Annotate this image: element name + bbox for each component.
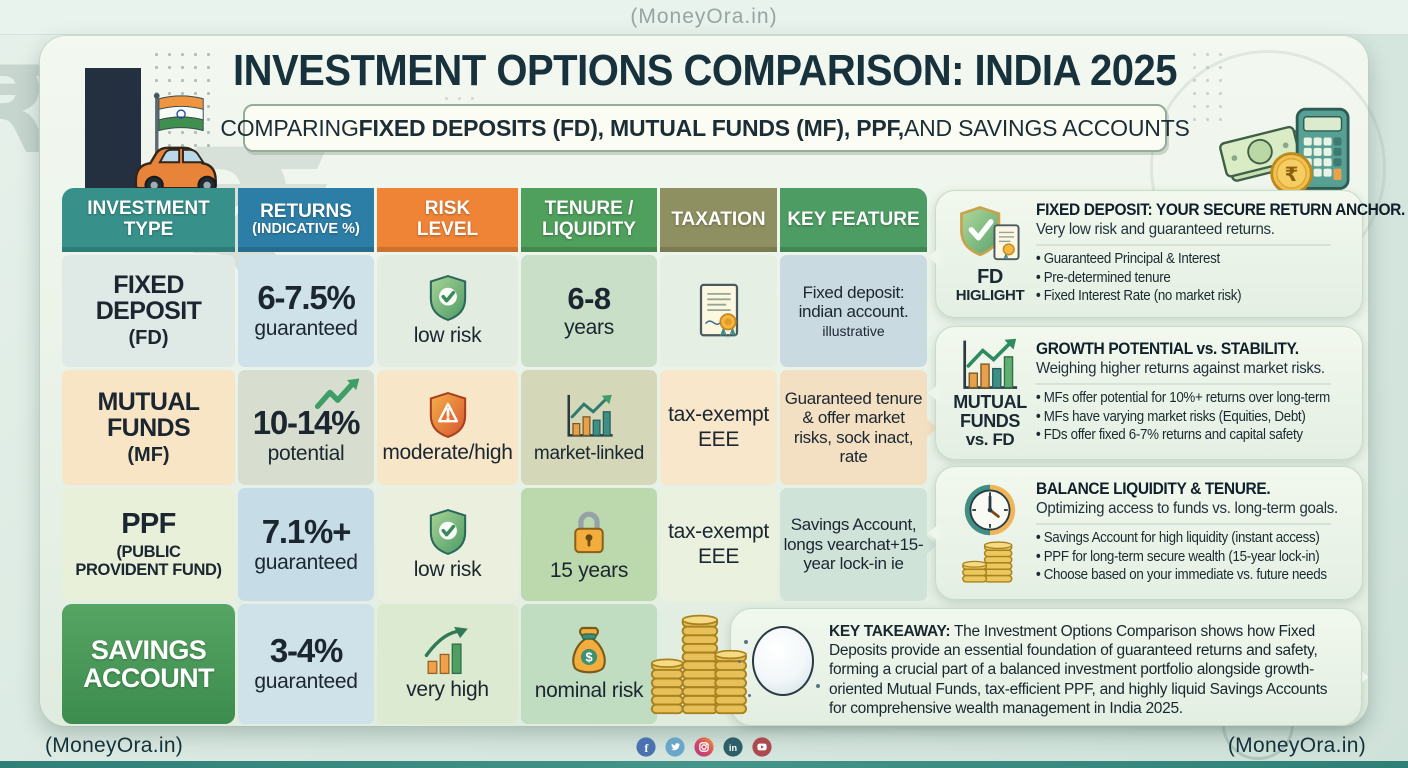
twitter-icon[interactable] bbox=[665, 737, 685, 757]
cash-calculator-illustration: ₹ bbox=[1219, 107, 1350, 195]
panel-bullets: Savings Account for high liquidity (inst… bbox=[1036, 530, 1350, 583]
fd-tenure-cell: 6-8 years bbox=[521, 255, 657, 367]
brand-bottom-left: (MoneyOra.in) bbox=[45, 734, 184, 757]
egg-speckle bbox=[748, 694, 751, 697]
panel-badge-higlight: HIGLIGHT bbox=[955, 286, 1025, 304]
key-takeaway-panel: KEY TAKEAWAY: The Investment Options Com… bbox=[730, 608, 1362, 726]
header-returns: RETURNS (INDICATIVE %) bbox=[238, 188, 374, 252]
panel-mf-vs-fd: MUTUAL FUNDS vs. FD GROWTH POTENTIAL vs.… bbox=[928, 326, 1363, 460]
savings-tenure-cell: $ nominal risk bbox=[521, 604, 657, 724]
table-row-mutual-funds: MUTUAL FUNDS (MF) 10-14% potential bbox=[62, 370, 937, 485]
subtitle-bold: FIXED DEPOSITS (FD), MUTUAL FUNDS (MF), … bbox=[358, 114, 905, 141]
linkedin-icon[interactable]: in bbox=[723, 737, 743, 757]
panel-bullets: Guaranteed Principal & Interest Pre-dete… bbox=[1036, 251, 1350, 304]
table-row-ppf: PPF (PUBLIC PROVIDENT FUND) 7.1%+ guaran… bbox=[62, 488, 937, 601]
fd-risk-cell: low risk bbox=[377, 255, 518, 367]
fd-taxation-cell bbox=[660, 255, 777, 367]
mf-risk-cell: moderate/high bbox=[377, 370, 518, 485]
table-row-fixed-deposit: FIXED DEPOSIT (FD) 6-7.5% guaranteed low… bbox=[62, 255, 930, 367]
panel-badge-funds: FUNDS bbox=[960, 411, 1020, 432]
subtitle-prefix: COMPARING bbox=[220, 114, 359, 141]
padlock-icon bbox=[574, 511, 604, 553]
facebook-icon[interactable]: f bbox=[636, 737, 656, 757]
market-chart-icon bbox=[567, 394, 613, 437]
panel-badge-fd: FD bbox=[977, 265, 1003, 288]
panel-subtitle: Weighing higher returns against market r… bbox=[1036, 360, 1332, 386]
svg-text:in: in bbox=[729, 743, 738, 753]
header-investment-type: INVESTMENT TYPE bbox=[62, 188, 235, 252]
panel-bullets: MFs offer potential for 10%+ returns ove… bbox=[1036, 390, 1350, 443]
nest-egg-illustration bbox=[752, 626, 814, 696]
top-brand-strip: (MoneyOra.in) bbox=[0, 0, 1408, 35]
panel-fd-highlight: FD HIGLIGHT FIXED DEPOSIT: YOUR SECURE R… bbox=[928, 190, 1405, 318]
india-flag-car-illustration bbox=[134, 92, 217, 194]
speech-tail bbox=[927, 535, 937, 554]
shield-warning-icon bbox=[429, 391, 466, 438]
clock-icon bbox=[964, 484, 1016, 536]
table-header-row: INVESTMENT TYPE RETURNS (INDICATIVE %) R… bbox=[62, 188, 930, 252]
egg-speckle bbox=[738, 660, 741, 663]
panel-badge-mutual: MUTUAL bbox=[953, 392, 1027, 413]
youtube-icon[interactable] bbox=[752, 737, 772, 757]
egg-speckle bbox=[744, 640, 748, 644]
ppf-key-feature-cell: Savings Account, longs vearchat+15-year … bbox=[780, 488, 937, 601]
fd-type-cell: FIXED DEPOSIT (FD) bbox=[62, 255, 235, 367]
brand-bottom-right: (MoneyOra.in) bbox=[1227, 734, 1366, 757]
panel-liquidity-tenure: BALANCE LIQUIDITY & TENURE. Optimizing a… bbox=[928, 466, 1363, 600]
shield-certificate-icon bbox=[960, 205, 1020, 261]
bar-chart-arrow-icon bbox=[963, 338, 1018, 390]
page-subtitle: COMPARING FIXED DEPOSITS (FD), MUTUAL FU… bbox=[220, 104, 1190, 152]
trend-up-icon bbox=[314, 378, 360, 410]
panel-title: GROWTH POTENTIAL vs. STABILITY. bbox=[1036, 340, 1299, 359]
page-title: INVESTMENT OPTIONS COMPARISON: INDIA 202… bbox=[232, 47, 1178, 95]
ppf-risk-cell: low risk bbox=[377, 488, 518, 601]
coins-icon bbox=[962, 541, 1013, 583]
panel-subtitle: Optimizing access to funds vs. long-term… bbox=[1036, 500, 1338, 526]
mf-key-feature-cell: Guaranteed tenure & offer market risks, … bbox=[780, 370, 937, 485]
table-row-savings-account: SAVINGS ACCOUNT 3-4% guaranteed very hig… bbox=[62, 604, 930, 724]
social-icons: f in bbox=[0, 737, 1408, 757]
ppf-returns-cell: 7.1%+ guaranteed bbox=[238, 488, 374, 601]
panel-title: FIXED DEPOSIT: YOUR SECURE RETURN ANCHOR… bbox=[1036, 201, 1405, 220]
dark-accent-block bbox=[85, 68, 141, 190]
savings-type-cell: SAVINGS ACCOUNT bbox=[62, 604, 235, 724]
savings-returns-cell: 3-4% guaranteed bbox=[238, 604, 374, 724]
svg-text:$: $ bbox=[585, 650, 592, 665]
instagram-icon[interactable] bbox=[694, 737, 714, 757]
ppf-taxation-cell: tax-exempt EEE bbox=[660, 488, 777, 601]
mf-returns-cell: 10-14% potential bbox=[238, 370, 374, 485]
header-risk-level: RISK LEVEL bbox=[377, 188, 518, 252]
ppf-tenure-cell: 15 years bbox=[521, 488, 657, 601]
header-key-feature: KEY FEATURE bbox=[780, 188, 927, 252]
fd-key-feature-cell: Fixed deposit: indian account. illustrat… bbox=[780, 255, 927, 367]
subtitle-suffix: AND SAVINGS ACCOUNTS bbox=[904, 114, 1190, 141]
comparison-table: INVESTMENT TYPE RETURNS (INDICATIVE %) R… bbox=[62, 188, 937, 724]
svg-text:₹: ₹ bbox=[1285, 163, 1299, 186]
header-taxation: TAXATION bbox=[660, 188, 777, 252]
bottom-accent-strip bbox=[0, 761, 1408, 768]
egg-speckle bbox=[816, 684, 820, 688]
key-takeaway-label: KEY TAKEAWAY: bbox=[829, 623, 951, 640]
certificate-icon bbox=[699, 283, 738, 339]
mf-tenure-cell: market-linked bbox=[521, 370, 657, 485]
svg-text:f: f bbox=[644, 742, 648, 755]
mf-taxation-cell: tax-exempt EEE bbox=[660, 370, 777, 485]
savings-risk-cell: very high bbox=[377, 604, 518, 724]
shield-check-icon bbox=[429, 508, 466, 555]
panel-subtitle: Very low risk and guaranteed returns. bbox=[1036, 221, 1332, 247]
speech-tail bbox=[927, 418, 937, 437]
ppf-type-cell: PPF (PUBLIC PROVIDENT FUND) bbox=[62, 488, 235, 601]
growth-arrow-icon bbox=[424, 626, 468, 675]
coin-stacks-illustration bbox=[650, 614, 748, 715]
shield-check-icon bbox=[429, 274, 466, 322]
brand-top: (MoneyOra.in) bbox=[630, 5, 778, 28]
mf-type-cell: MUTUAL FUNDS (MF) bbox=[62, 370, 235, 485]
fd-returns-cell: 6-7.5% guaranteed bbox=[238, 255, 374, 367]
panel-title: BALANCE LIQUIDITY & TENURE. bbox=[1036, 480, 1271, 499]
panel-badge-vs-fd: vs. FD bbox=[965, 429, 1015, 449]
header-tenure-liquidity: TENURE / LIQUIDITY bbox=[521, 188, 657, 252]
money-bag-icon: $ bbox=[572, 626, 606, 674]
key-takeaway-text: The Investment Options Comparison shows … bbox=[829, 623, 1328, 717]
